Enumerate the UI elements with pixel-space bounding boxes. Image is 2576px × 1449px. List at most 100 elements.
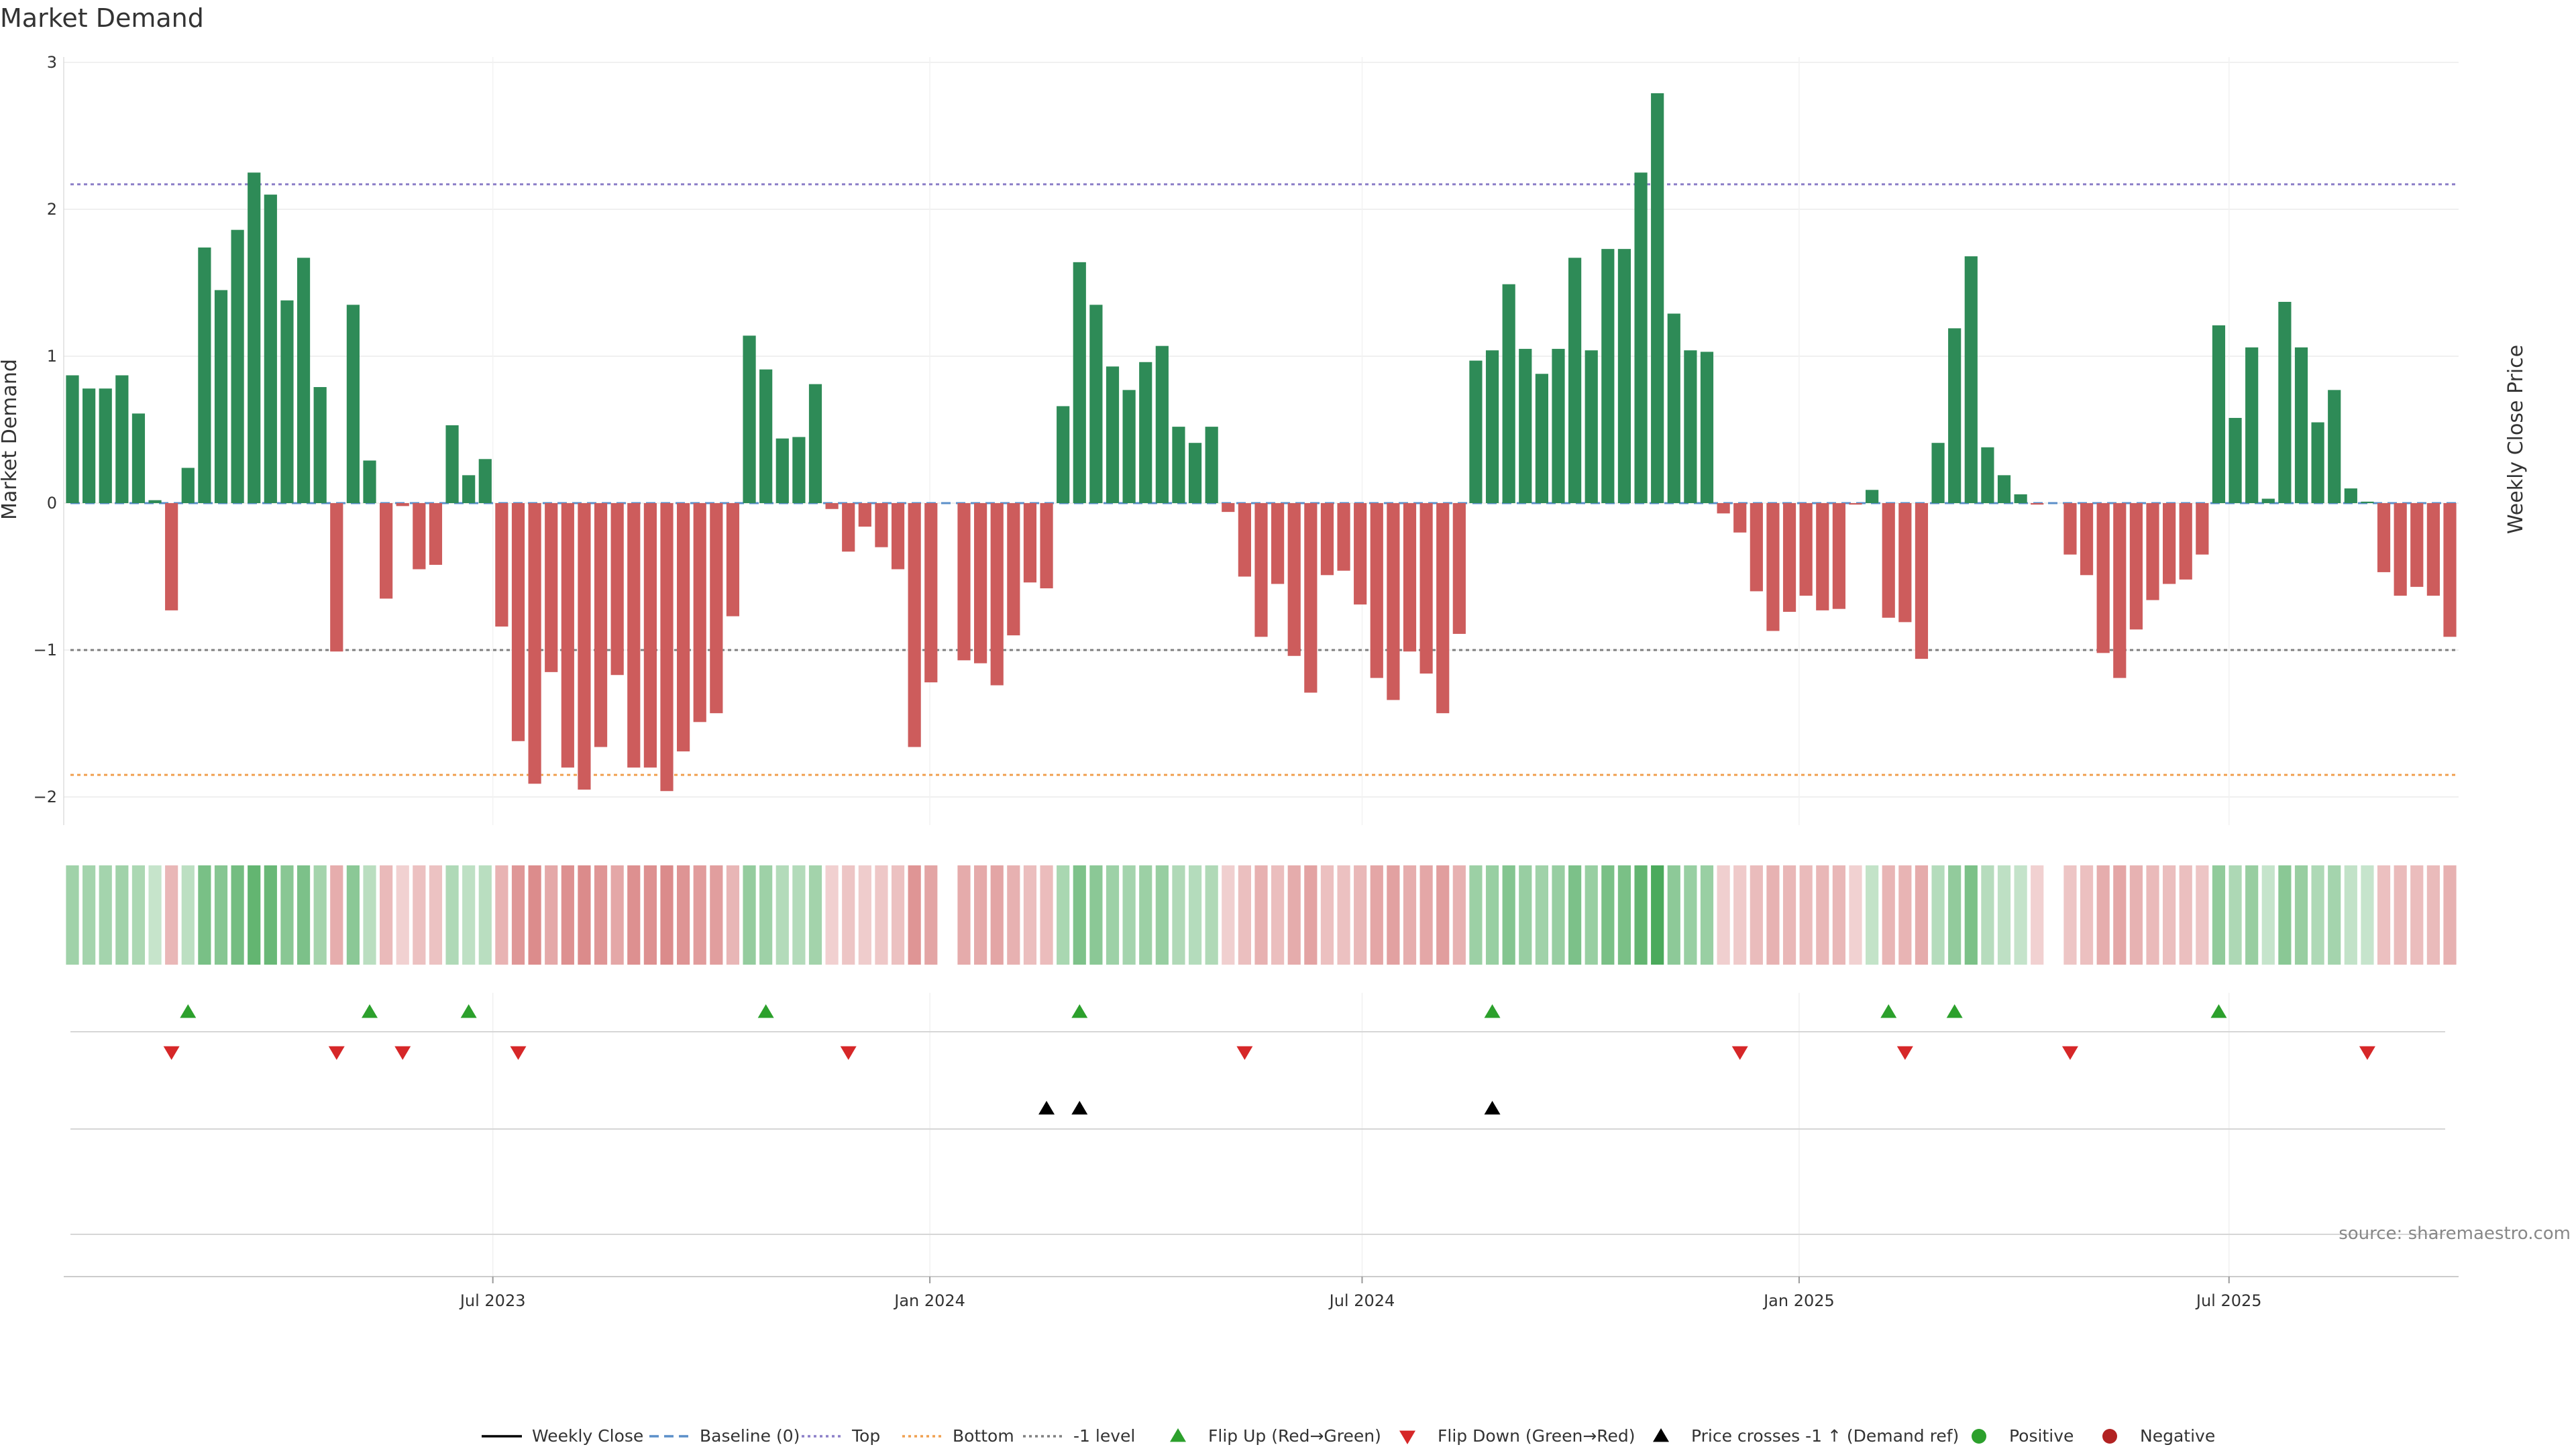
heat-cell — [2328, 865, 2341, 965]
demand-bar-positive — [2361, 501, 2374, 503]
demand-bar-positive — [346, 305, 360, 503]
demand-bar-positive — [1585, 350, 1598, 503]
demand-bar-negative — [511, 503, 525, 741]
x-tick-label: Jan 2024 — [893, 1291, 965, 1310]
heat-cell — [1981, 865, 1994, 965]
heat-cell — [693, 865, 706, 965]
chart-title: Market Demand — [0, 3, 204, 33]
heat-cell — [610, 865, 624, 965]
heat-cell — [2261, 865, 2275, 965]
flip-up-marker — [1880, 1004, 1897, 1018]
demand-bar-negative — [1254, 503, 1268, 637]
triangle-up-icon — [1653, 1428, 1669, 1442]
demand-bar-negative — [1849, 503, 1862, 505]
demand-bar-negative — [380, 503, 393, 599]
legend-item: Top — [802, 1426, 880, 1446]
demand-bar-positive — [83, 388, 96, 503]
heat-cell — [1436, 865, 1450, 965]
demand-bar-negative — [875, 503, 888, 547]
heat-cell — [2377, 865, 2391, 965]
heat-cell — [115, 865, 129, 965]
heat-cell — [131, 865, 146, 965]
heat-cell — [2245, 865, 2259, 965]
demand-bar-negative — [1271, 503, 1285, 584]
heat-cell — [1452, 865, 1466, 965]
y-tick-label: −1 — [34, 641, 57, 659]
demand-bar-positive — [1089, 305, 1103, 503]
heat-cell — [1585, 865, 1598, 965]
demand-bar-negative — [2031, 503, 2044, 505]
flip-down-marker — [394, 1046, 411, 1060]
demand-bar-positive — [1205, 427, 1218, 503]
legend-item: Positive — [1972, 1426, 2074, 1446]
heat-cell — [1634, 865, 1648, 965]
demand-bar-negative — [545, 503, 558, 672]
demand-bar-negative — [891, 503, 905, 570]
heat-cell — [214, 865, 228, 965]
demand-bar-positive — [1700, 352, 1714, 503]
heat-cell — [363, 865, 376, 965]
demand-bar-positive — [462, 475, 476, 503]
heat-cell — [1568, 865, 1582, 965]
legend: Weekly Close Baseline (0) Top Bottom -1 leve… — [482, 1426, 2215, 1446]
heat-cell — [396, 865, 409, 965]
legend-label: Baseline (0) — [700, 1426, 800, 1446]
demand-bar-negative — [1750, 503, 1763, 592]
demand-bar-positive — [214, 290, 228, 503]
demand-bar-negative — [1238, 503, 1251, 577]
legend-item: Negative — [2102, 1426, 2215, 1446]
heat-cell — [1354, 865, 1367, 965]
demand-bar-negative — [2096, 503, 2110, 653]
y-tick-label: 2 — [47, 200, 57, 219]
demand-bar-positive — [1073, 262, 1086, 503]
heat-cell — [1782, 865, 1796, 965]
heat-cell — [1733, 865, 1747, 965]
demand-bar-negative — [1040, 503, 1053, 589]
heat-cell — [1370, 865, 1383, 965]
demand-bar-negative — [1799, 503, 1813, 596]
demand-bar-positive — [1568, 258, 1582, 503]
heat-cell — [808, 865, 822, 965]
flip-down-marker — [1236, 1046, 1253, 1060]
demand-bar-positive — [1601, 249, 1615, 503]
demand-bar-negative — [2163, 503, 2176, 584]
demand-bar-positive — [1188, 443, 1202, 503]
legend-label: Price crosses -1 ↑ (Demand ref) — [1691, 1426, 1959, 1446]
demand-bar-positive — [66, 375, 79, 503]
flip-up-marker — [460, 1004, 477, 1018]
heat-cell — [1519, 865, 1532, 965]
demand-bar-negative — [1733, 503, 1747, 533]
heat-cell — [1931, 865, 1945, 965]
demand-bar-negative — [429, 503, 443, 565]
demand-bar-negative — [1832, 503, 1845, 609]
heat-cell — [1023, 865, 1037, 965]
demand-bar-negative — [2443, 503, 2457, 637]
heat-cell — [1089, 865, 1103, 965]
source-label: source: sharemaestro.com — [2339, 1224, 2571, 1244]
flip-down-marker — [1896, 1046, 1913, 1060]
flip-down-marker — [2359, 1046, 2375, 1060]
demand-bar-positive — [1122, 390, 1136, 503]
x-tick-label: Jul 2025 — [2195, 1291, 2262, 1310]
heat-cell — [1684, 865, 1697, 965]
heat-cell — [478, 865, 492, 965]
demand-bar-positive — [1667, 313, 1680, 503]
heat-cell — [1007, 865, 1020, 965]
heat-cell — [2113, 865, 2127, 965]
demand-bar-negative — [2377, 503, 2391, 572]
heat-cell — [83, 865, 96, 965]
demand-bar-negative — [1717, 503, 1730, 514]
heat-cell — [1601, 865, 1615, 965]
demand-bar-negative — [842, 503, 855, 552]
demand-bar-positive — [1651, 93, 1664, 504]
heat-cell — [1717, 865, 1730, 965]
heat-cell — [297, 865, 311, 965]
demand-bar-negative — [1007, 503, 1020, 636]
demand-bar-positive — [313, 386, 327, 503]
heat-cell — [1882, 865, 1895, 965]
heat-cell — [198, 865, 211, 965]
demand-bar-negative — [1782, 503, 1796, 612]
demand-bar-negative — [974, 503, 987, 663]
heat-cell — [759, 865, 773, 965]
